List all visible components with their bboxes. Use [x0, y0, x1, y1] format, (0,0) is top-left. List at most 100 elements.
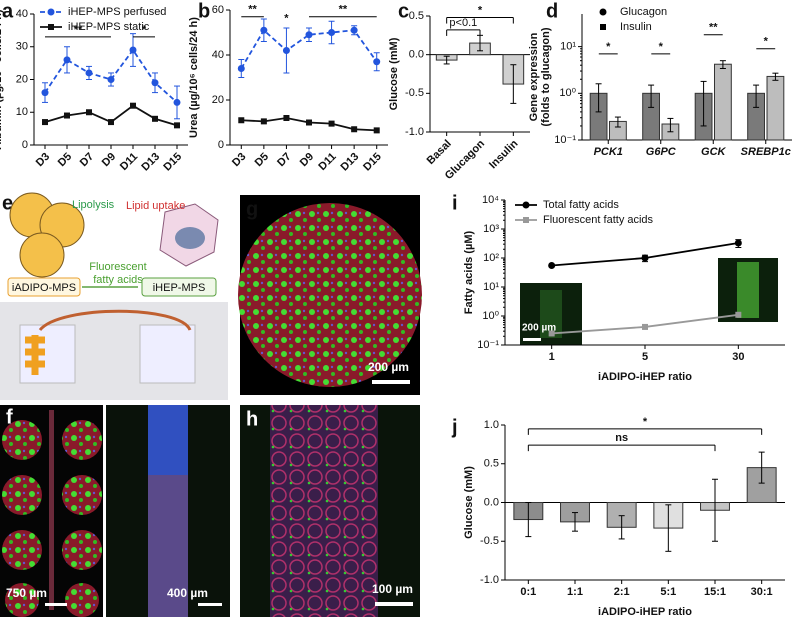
panel-label: a: [2, 0, 14, 22]
marker: [734, 239, 742, 247]
x-tick-label: D5: [253, 151, 271, 169]
y-tick-label: 10²: [483, 252, 499, 264]
annotation: *: [643, 416, 648, 428]
legend-label: Total fatty acids: [543, 199, 619, 211]
x-tick-label: D11: [118, 151, 140, 173]
marker: [130, 102, 136, 109]
inset-channel: [540, 290, 562, 338]
y-tick-label: 10: [16, 106, 28, 118]
chamber: [5, 583, 39, 617]
y-axis-label: (folds to glucagon): [540, 27, 552, 126]
annotation: *: [284, 13, 289, 25]
y-tick-label: 60: [212, 4, 224, 16]
chamber: [62, 530, 102, 570]
annotation: p<0.1: [449, 17, 477, 29]
target-box: [141, 277, 217, 297]
annotation: ns: [615, 432, 628, 444]
scale-label: 200 µm: [368, 360, 409, 374]
marker: [351, 126, 358, 133]
y-tick-label: -1.0: [405, 126, 424, 138]
y-tick-label: 0.5: [484, 458, 499, 470]
panel-label: h: [246, 408, 258, 430]
annotation: **: [339, 4, 348, 16]
chamber: [62, 420, 102, 460]
x-tick-label: D3: [230, 151, 248, 169]
marker: [373, 58, 381, 66]
panel-label: d: [546, 0, 558, 22]
marker: [328, 120, 335, 127]
legend-label: iHEP-MPS perfused: [68, 6, 166, 18]
marker: [548, 262, 556, 270]
channel-tissue: [148, 405, 188, 475]
y-tick-label: 0.5: [409, 10, 424, 22]
marker: [42, 119, 48, 126]
marker: [642, 323, 648, 330]
x-tick-label: 1: [549, 351, 555, 363]
legend-label: Glucagon: [620, 6, 667, 18]
device-chip: [139, 324, 196, 384]
x-tick-label: Insulin: [487, 137, 521, 171]
channel: [49, 410, 54, 610]
scale-bar: [372, 380, 410, 384]
y-tick-label: 10⁰: [559, 87, 576, 99]
marker: [600, 24, 606, 30]
x-axis-label: iADIPO-iHEP ratio: [598, 606, 692, 618]
annotation: **: [709, 22, 718, 34]
x-tick-label: SREBP1c: [741, 146, 791, 158]
x-tick-label: 0:1: [520, 586, 536, 598]
annotation: **: [74, 24, 83, 36]
x-tick-label: D7: [78, 151, 96, 169]
marker: [283, 115, 290, 121]
y-axis-label: Fatty acids (µM): [463, 230, 475, 314]
marker: [237, 65, 245, 72]
source-box: [7, 277, 81, 297]
panel-g: g 200 µm: [238, 195, 422, 395]
panel-label: f: [6, 406, 13, 428]
channel-tissue: [270, 405, 378, 617]
insets: 200 µm: [520, 258, 778, 345]
marker: [735, 311, 742, 318]
inset-channel: [737, 262, 759, 318]
y-tick-label: 20: [212, 94, 224, 106]
marker: [47, 8, 55, 16]
adipocyte: [19, 232, 65, 278]
scale-bar: [45, 603, 67, 606]
annotation: **: [248, 4, 257, 16]
y-tick-label: 1.0: [484, 419, 499, 431]
marker: [41, 89, 49, 97]
chamber: [238, 203, 422, 387]
y-axis-label: Glucose (mM): [388, 37, 400, 110]
x-tick-label: 30: [732, 351, 744, 363]
panel-label: c: [398, 0, 409, 22]
y-tick-label: 0.0: [484, 496, 499, 508]
marker: [107, 76, 115, 83]
scale-bar: [375, 602, 413, 606]
y-axis-label: Albumin (µg/10⁶ cells/24 h): [0, 9, 4, 150]
marker: [151, 79, 159, 87]
y-tick-label: 10⁰: [482, 310, 499, 322]
y-tick-label: 30: [16, 41, 28, 53]
panel-e: e Lipolysis Lipid uptake Fluorescent fat…: [0, 192, 228, 400]
x-tick-label: G6PC: [646, 146, 677, 158]
x-tick-label: D5: [56, 151, 74, 169]
marker: [328, 29, 336, 36]
y-tick-label: 20: [16, 73, 28, 85]
chamber: [65, 583, 99, 617]
chamber: [2, 475, 42, 515]
panel-h: h 100 µm: [240, 405, 420, 617]
marker: [599, 8, 607, 16]
x-axis-label: iADIPO-iHEP ratio: [598, 371, 692, 383]
lipid-uptake-label: Lipid uptake: [126, 200, 185, 212]
marker: [282, 47, 290, 54]
y-tick-label: 10⁻¹: [554, 134, 576, 146]
panel-label: g: [246, 198, 258, 220]
marker: [260, 26, 268, 34]
bar: [766, 75, 785, 141]
panel-label: i: [452, 192, 458, 214]
x-tick-label: 30:1: [751, 586, 773, 598]
scale-label: 400 µm: [167, 586, 208, 600]
x-tick-label: D3: [34, 151, 52, 169]
y-axis-label: Urea (µg/10⁶ cells/24 h): [188, 17, 200, 138]
y-tick-label: 10¹: [483, 281, 499, 293]
x-tick-label: D9: [100, 151, 118, 169]
